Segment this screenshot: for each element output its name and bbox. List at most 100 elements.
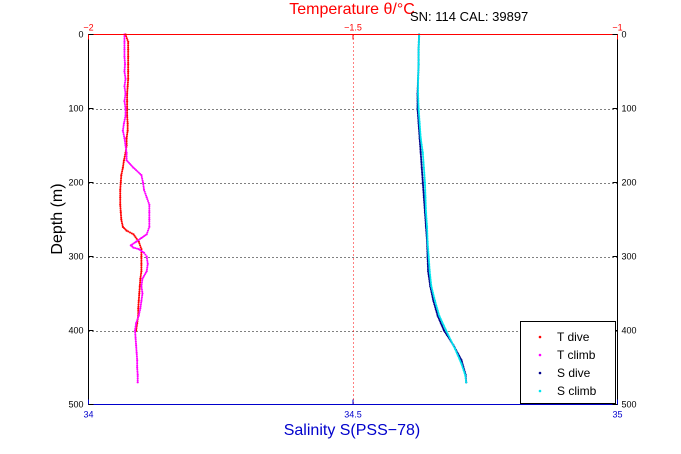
trace-dot-t-climb bbox=[124, 146, 127, 149]
point-t-climb bbox=[124, 77, 127, 80]
trace-dot-s-dive bbox=[420, 161, 423, 164]
trace-dot-t-dive bbox=[127, 66, 130, 69]
point-t-dive bbox=[119, 211, 122, 214]
trace-dot-s-climb bbox=[426, 229, 429, 232]
trace-dot-s-climb bbox=[417, 61, 420, 64]
point-s-climb bbox=[426, 240, 429, 243]
trace-dot-s-climb bbox=[428, 262, 431, 265]
point-s-climb bbox=[419, 137, 422, 140]
trace-dot-t-climb bbox=[145, 268, 148, 271]
trace-dot-t-climb bbox=[123, 59, 126, 62]
trace-dot-s-dive bbox=[419, 143, 422, 146]
trace-dot-t-climb bbox=[142, 276, 145, 279]
trace-dot-s-dive bbox=[421, 176, 424, 179]
trace-dot-t-dive bbox=[126, 81, 129, 84]
trace-dot-s-dive bbox=[431, 294, 434, 297]
trace-dot-t-climb bbox=[122, 126, 125, 128]
trace-dot-s-climb bbox=[424, 184, 427, 187]
trace-dot-t-climb bbox=[140, 298, 143, 301]
series-s-climb bbox=[416, 33, 468, 384]
trace-dot-s-climb bbox=[417, 38, 420, 41]
point-t-climb bbox=[125, 159, 128, 162]
trace-dot-s-climb bbox=[422, 163, 425, 166]
trace-dot-t-climb bbox=[137, 316, 140, 319]
trace-dot-s-climb bbox=[417, 69, 420, 72]
trace-dot-t-dive bbox=[126, 96, 129, 99]
point-s-dive bbox=[421, 181, 424, 184]
trace-dot-s-climb bbox=[423, 169, 426, 172]
trace-dot-t-dive bbox=[119, 187, 122, 190]
trace-dot-t-climb bbox=[122, 133, 125, 136]
trace-dot-t-climb bbox=[136, 375, 139, 378]
trace-dot-t-climb bbox=[122, 127, 125, 130]
trace-dot-t-dive bbox=[125, 37, 128, 40]
trace-dot-s-climb bbox=[419, 128, 422, 131]
trace-dot-s-climb bbox=[462, 367, 465, 370]
trace-dot-t-dive bbox=[126, 94, 129, 97]
trace-dot-t-climb bbox=[136, 364, 139, 367]
trace-dot-s-climb bbox=[417, 59, 420, 62]
legend-item-s-dive: S dive bbox=[538, 366, 591, 380]
trace-dot-t-climb bbox=[134, 335, 137, 338]
legend-label-t-dive: T dive bbox=[557, 330, 590, 344]
trace-dot-s-climb bbox=[422, 156, 425, 159]
point-t-dive bbox=[119, 196, 122, 199]
trace-dot-t-dive bbox=[123, 227, 126, 230]
y-tick-label-right: 0 bbox=[622, 30, 627, 40]
trace-dot-s-climb bbox=[417, 84, 420, 87]
trace-dot-t-climb bbox=[136, 357, 139, 360]
trace-dot-t-climb bbox=[136, 370, 139, 373]
trace-dot-t-dive bbox=[137, 309, 140, 312]
point-t-dive bbox=[138, 285, 141, 288]
trace-dot-s-climb bbox=[425, 219, 428, 222]
trace-dot-t-climb bbox=[133, 167, 136, 170]
trace-dot-t-climb bbox=[135, 349, 138, 352]
y-tick-label-left: 500 bbox=[68, 400, 83, 410]
trace-dot-s-dive bbox=[421, 178, 424, 181]
ticks: 0 0 100 100 200 200 300 300 400 400 500 500 −2 −1.5 −1… bbox=[68, 23, 636, 420]
bottom-tick-label: 34.5 bbox=[344, 410, 362, 420]
trace-dot-t-climb bbox=[122, 131, 125, 134]
trace-dot-t-climb bbox=[123, 118, 126, 121]
trace-dot-t-climb bbox=[122, 124, 125, 127]
trace-dot-t-dive bbox=[139, 275, 142, 278]
point-s-climb bbox=[438, 314, 441, 317]
trace-dot-t-dive bbox=[140, 257, 143, 260]
trace-dot-s-dive bbox=[419, 153, 422, 156]
trace-dot-s-dive bbox=[419, 145, 422, 148]
point-t-climb bbox=[122, 122, 126, 125]
trace-dot-t-dive bbox=[129, 231, 132, 234]
point-t-climb bbox=[123, 85, 126, 88]
trace-dot-s-dive bbox=[427, 268, 430, 271]
trace-dot-s-climb bbox=[451, 341, 454, 344]
trace-dot-t-dive bbox=[119, 205, 122, 208]
trace-dot-t-dive bbox=[119, 190, 122, 193]
trace-dot-t-climb bbox=[147, 200, 150, 202]
trace-dot-s-dive bbox=[422, 194, 425, 197]
trace-dot-s-climb bbox=[418, 117, 421, 120]
bottom-tick-label: 35 bbox=[612, 410, 622, 420]
series-t-climb bbox=[121, 33, 151, 384]
trace-dot-s-climb bbox=[434, 303, 437, 306]
trace-dot-t-dive bbox=[138, 294, 141, 297]
point-t-climb bbox=[136, 373, 139, 376]
legend-item-t-climb: T climb bbox=[538, 348, 596, 362]
trace-dot-s-climb bbox=[420, 143, 423, 146]
trace-dot-s-climb bbox=[418, 123, 421, 126]
header-text: SN: 114 CAL: 39897 bbox=[410, 9, 528, 24]
trace-dot-s-dive bbox=[422, 186, 425, 189]
trace-dot-t-dive bbox=[127, 46, 130, 49]
trace-dot-t-dive bbox=[137, 303, 140, 306]
trace-dot-t-climb bbox=[144, 192, 147, 195]
trace-dot-t-dive bbox=[127, 44, 130, 47]
trace-dot-t-climb bbox=[141, 294, 144, 297]
trace-dot-s-dive bbox=[426, 265, 429, 268]
point-t-climb bbox=[135, 344, 138, 347]
trace-dot-t-dive bbox=[126, 87, 129, 90]
trace-dot-s-climb bbox=[447, 334, 450, 337]
point-t-climb bbox=[148, 225, 151, 228]
trace-dot-t-dive bbox=[127, 59, 130, 62]
trace-dot-s-climb bbox=[417, 56, 420, 59]
trace-dot-s-climb bbox=[417, 79, 420, 82]
trace-dot-s-climb bbox=[417, 43, 420, 46]
